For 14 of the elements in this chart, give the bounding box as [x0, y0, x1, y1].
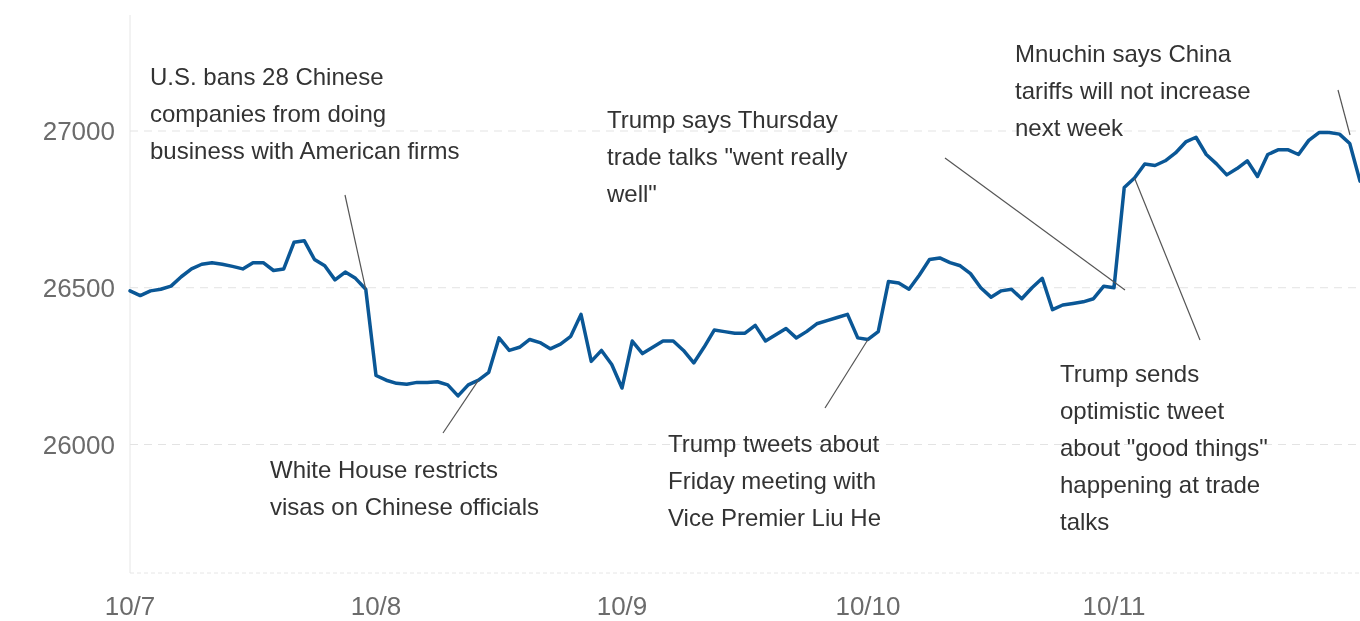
annotation: White House restricts visas on Chinese officials	[270, 456, 540, 520]
x-tick-label: 10/11	[1082, 591, 1146, 621]
x-tick-label: 10/7	[104, 591, 156, 621]
x-tick-label: 10/8	[350, 591, 402, 621]
annotation: Trump says Thursday trade talks "went really well"	[606, 106, 848, 207]
y-tick-label: 26000	[42, 429, 115, 460]
annotation: Trump tweets about Friday meeting with Vice Premier Liu He	[668, 430, 881, 531]
annotation: Mnuchin says China tariffs will not increase next week	[1015, 40, 1251, 141]
annotation: U.S. bans 28 Chinese companies from doing business with American firms	[150, 63, 460, 164]
x-tick-label: 10/10	[835, 591, 901, 621]
y-tick-label: 26500	[42, 272, 115, 303]
y-tick-label: 27000	[42, 116, 115, 147]
x-tick-label: 10/9	[596, 591, 648, 621]
annotation: Trump sends optimistic tweet about "good things" happening at trade talks	[1060, 360, 1268, 535]
